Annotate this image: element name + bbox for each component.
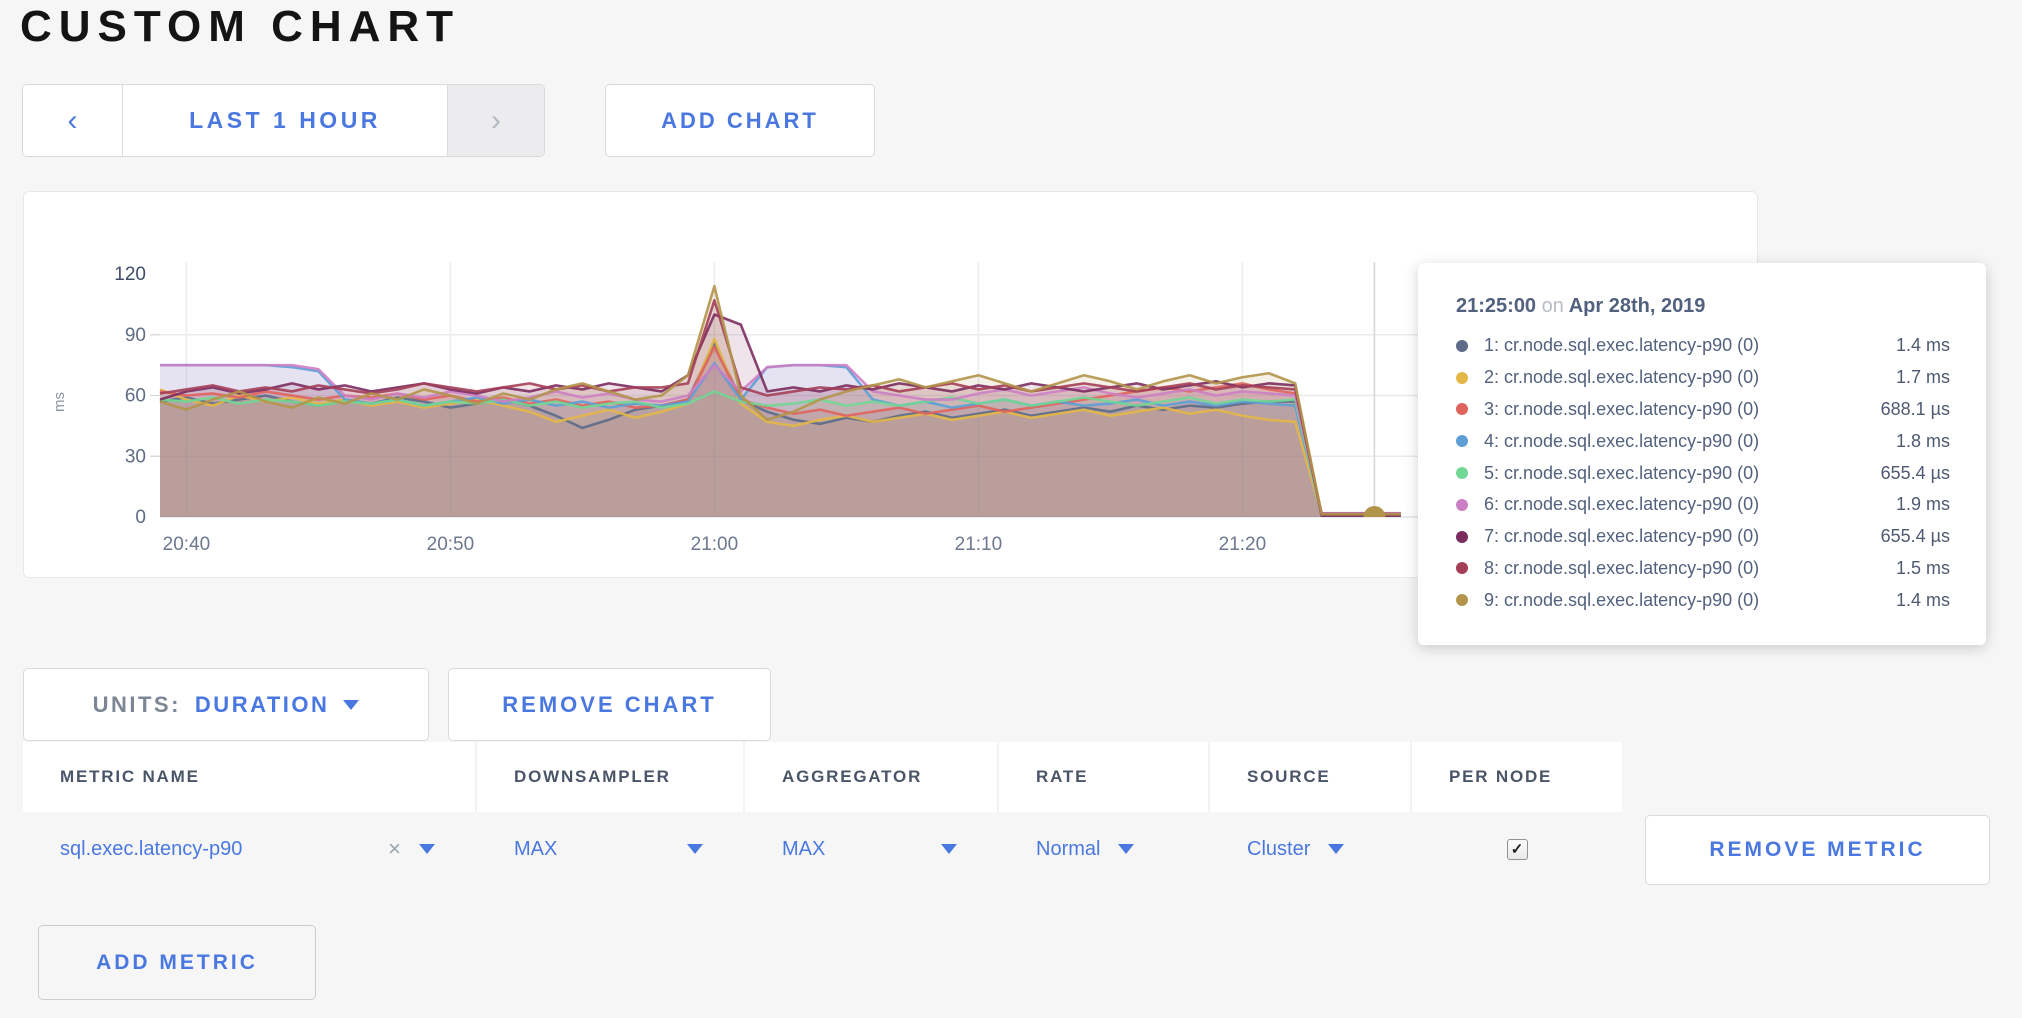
- legend-label: 4: cr.node.sql.exec.latency-p90 (0): [1484, 430, 1760, 451]
- x-tick-label: 21:10: [955, 534, 1003, 555]
- legend-row: 1: cr.node.sql.exec.latency-p90 (0) 1.4 m…: [1456, 330, 1950, 362]
- legend-value: 1.8 ms: [1895, 430, 1950, 451]
- time-range-button[interactable]: LAST 1 HOUR: [123, 85, 447, 156]
- legend-value: 688.1 µs: [1880, 398, 1950, 419]
- metric-name-value: sql.exec.latency-p90: [60, 837, 243, 860]
- legend-label: 1: cr.node.sql.exec.latency-p90 (0): [1484, 335, 1760, 356]
- legend-label: 6: cr.node.sql.exec.latency-p90 (0): [1484, 494, 1760, 515]
- time-range-prev-button[interactable]: ‹: [23, 85, 123, 156]
- x-tick-label: 20:40: [163, 534, 211, 555]
- page-title: CUSTOM CHART: [20, 2, 461, 51]
- tooltip-on: on: [1541, 295, 1564, 317]
- legend-dot-icon: [1456, 467, 1468, 480]
- chart-card[interactable]: 0 30 60 90 120 20:40 20:50 21:00 21:10 21:20 ms: [23, 191, 1758, 578]
- rate-value: Normal: [1036, 837, 1101, 860]
- legend-row: 6: cr.node.sql.exec.latency-p90 (0) 1.9 m…: [1456, 489, 1950, 521]
- add-chart-button[interactable]: ADD CHART: [605, 84, 875, 157]
- y-tick-label: 120: [114, 264, 146, 285]
- legend-label: 8: cr.node.sql.exec.latency-p90 (0): [1484, 557, 1760, 578]
- header-metric-name: METRIC NAME: [23, 742, 477, 812]
- tooltip-date: Apr 28th, 2019: [1568, 295, 1706, 317]
- per-node-checkbox[interactable]: ✓: [1506, 838, 1528, 860]
- rate-select[interactable]: Normal: [999, 838, 1210, 861]
- header-source: SOURCE: [1210, 742, 1412, 812]
- x-tick-label: 21:20: [1219, 534, 1267, 555]
- legend-row: 5: cr.node.sql.exec.latency-p90 (0) 655.4…: [1456, 457, 1950, 489]
- legend-value: 655.4 µs: [1880, 462, 1950, 483]
- legend-dot-icon: [1456, 339, 1468, 352]
- latency-chart[interactable]: 0 30 60 90 120 20:40 20:50 21:00 21:10 21:20 ms: [24, 192, 1757, 577]
- source-select[interactable]: Cluster: [1210, 838, 1412, 861]
- legend-value: 1.7 ms: [1895, 367, 1950, 388]
- table-row: sql.exec.latency-p90 × MAX MAX Normal Cl…: [23, 812, 1622, 886]
- metric-name-cell: sql.exec.latency-p90 ×: [23, 838, 477, 861]
- legend-dot-icon: [1456, 530, 1468, 543]
- clear-metric-icon[interactable]: ×: [388, 836, 401, 861]
- units-value: DURATION: [194, 691, 330, 717]
- legend-dot-icon: [1456, 403, 1468, 416]
- legend-row: 9: cr.node.sql.exec.latency-p90 (0) 1.4 m…: [1456, 584, 1950, 616]
- per-node-cell: ✓: [1412, 838, 1622, 860]
- legend-dot-icon: [1456, 435, 1468, 448]
- legend-value: 655.4 µs: [1880, 526, 1950, 547]
- legend-value: 1.4 ms: [1895, 589, 1950, 610]
- y-tick-label: 60: [125, 386, 146, 407]
- metric-dropdown-icon[interactable]: [419, 844, 435, 854]
- legend-dot-icon: [1456, 498, 1468, 511]
- tooltip-title: 21:25:00 on Apr 28th, 2019: [1456, 295, 1950, 318]
- chevron-down-icon: [941, 844, 957, 854]
- legend-label: 7: cr.node.sql.exec.latency-p90 (0): [1484, 526, 1760, 547]
- legend-row: 2: cr.node.sql.exec.latency-p90 (0) 1.7 m…: [1456, 362, 1950, 394]
- legend-row: 8: cr.node.sql.exec.latency-p90 (0) 1.5 m…: [1456, 553, 1950, 585]
- units-dropdown[interactable]: UNITS: DURATION: [23, 668, 429, 741]
- tooltip-legend: 1: cr.node.sql.exec.latency-p90 (0) 1.4 m…: [1456, 330, 1950, 616]
- legend-label: 5: cr.node.sql.exec.latency-p90 (0): [1484, 462, 1760, 483]
- y-tick-label: 30: [125, 446, 146, 467]
- units-label: UNITS:: [92, 691, 181, 717]
- time-range-selector: ‹ LAST 1 HOUR ›: [22, 84, 545, 157]
- legend-label: 9: cr.node.sql.exec.latency-p90 (0): [1484, 589, 1760, 610]
- legend-value: 1.9 ms: [1895, 494, 1950, 515]
- time-range-next-button[interactable]: ›: [447, 85, 544, 156]
- header-rate: RATE: [999, 742, 1210, 812]
- chevron-left-icon: ‹: [67, 103, 78, 137]
- x-tick-label: 20:50: [427, 534, 475, 555]
- y-tick-label: 0: [135, 507, 146, 528]
- chevron-down-icon: [1328, 844, 1345, 854]
- chevron-right-icon: ›: [491, 103, 501, 137]
- legend-value: 1.4 ms: [1895, 335, 1950, 356]
- downsampler-select[interactable]: MAX: [477, 838, 745, 861]
- legend-label: 2: cr.node.sql.exec.latency-p90 (0): [1484, 367, 1760, 388]
- chevron-down-icon: [687, 844, 703, 854]
- legend-row: 4: cr.node.sql.exec.latency-p90 (0) 1.8 m…: [1456, 425, 1950, 457]
- legend-dot-icon: [1456, 371, 1468, 384]
- tooltip-time: 21:25:00: [1456, 295, 1537, 317]
- header-downsampler: DOWNSAMPLER: [477, 742, 745, 812]
- remove-metric-button[interactable]: REMOVE METRIC: [1645, 815, 1990, 885]
- aggregator-value: MAX: [782, 837, 826, 860]
- legend-value: 1.5 ms: [1895, 557, 1950, 578]
- legend-row: 7: cr.node.sql.exec.latency-p90 (0) 655.4…: [1456, 521, 1950, 553]
- downsampler-value: MAX: [514, 837, 558, 860]
- y-tick-label: 90: [125, 325, 146, 346]
- header-aggregator: AGGREGATOR: [745, 742, 999, 812]
- legend-dot-icon: [1456, 594, 1468, 607]
- chart-tooltip: 21:25:00 on Apr 28th, 2019 1: cr.node.sq…: [1418, 263, 1986, 645]
- header-per-node: PER NODE: [1412, 742, 1622, 812]
- legend-row: 3: cr.node.sql.exec.latency-p90 (0) 688.1…: [1456, 394, 1950, 426]
- metrics-table-header: METRIC NAME DOWNSAMPLER AGGREGATOR RATE …: [23, 742, 1622, 812]
- chevron-down-icon: [343, 699, 360, 710]
- chevron-down-icon: [1118, 844, 1135, 854]
- legend-label: 3: cr.node.sql.exec.latency-p90 (0): [1484, 398, 1760, 419]
- aggregator-select[interactable]: MAX: [745, 838, 999, 861]
- source-value: Cluster: [1247, 837, 1311, 860]
- y-axis-unit-label: ms: [51, 392, 68, 412]
- legend-dot-icon: [1456, 562, 1468, 575]
- remove-chart-button[interactable]: REMOVE CHART: [448, 668, 771, 741]
- x-tick-label: 21:00: [691, 534, 739, 555]
- add-metric-button[interactable]: ADD METRIC: [38, 925, 316, 1000]
